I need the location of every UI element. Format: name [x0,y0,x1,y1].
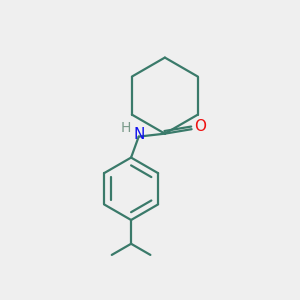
Text: H: H [121,121,131,135]
Text: O: O [194,119,206,134]
Text: N: N [133,127,144,142]
